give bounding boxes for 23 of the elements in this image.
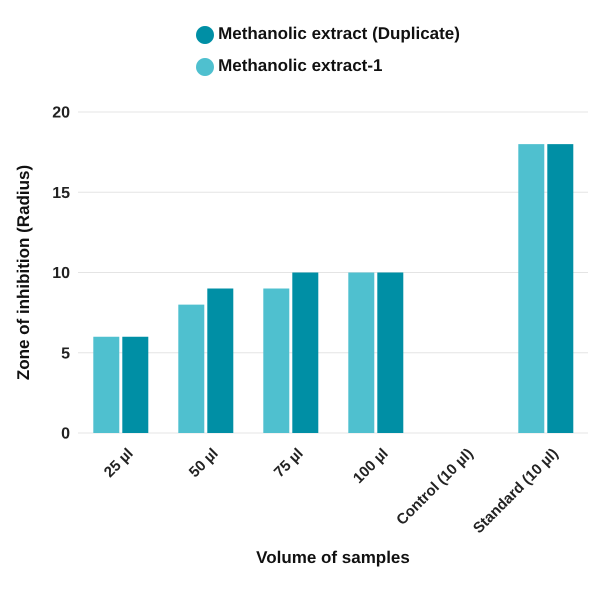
y-tick-label: 20 bbox=[52, 104, 70, 122]
bar bbox=[377, 272, 404, 433]
x-tick-label: 50 µl bbox=[186, 445, 222, 481]
y-tick-label: 10 bbox=[52, 265, 70, 282]
bar bbox=[348, 272, 374, 433]
bar bbox=[207, 288, 234, 433]
bar bbox=[178, 304, 204, 433]
x-axis-title: Volume of samples bbox=[256, 548, 410, 567]
bar bbox=[93, 336, 120, 433]
y-tick-label: 0 bbox=[61, 426, 70, 443]
bar bbox=[263, 288, 290, 433]
y-axis-title: Zone of inhibition (Radius) bbox=[14, 164, 34, 380]
bar bbox=[547, 144, 574, 433]
x-tick-label: 100 µl bbox=[350, 445, 392, 487]
bar bbox=[518, 144, 544, 433]
y-tick-label: 15 bbox=[52, 184, 70, 202]
y-tick-label: 5 bbox=[61, 345, 70, 362]
bar bbox=[122, 336, 148, 433]
legend-label: Methanolic extract-1 bbox=[218, 56, 382, 75]
x-tick-label: 75 µl bbox=[270, 445, 307, 481]
bar bbox=[292, 272, 318, 433]
x-tick-label: 25 µl bbox=[100, 445, 137, 481]
legend-label: Methanolic extract (Duplicate) bbox=[218, 24, 460, 43]
